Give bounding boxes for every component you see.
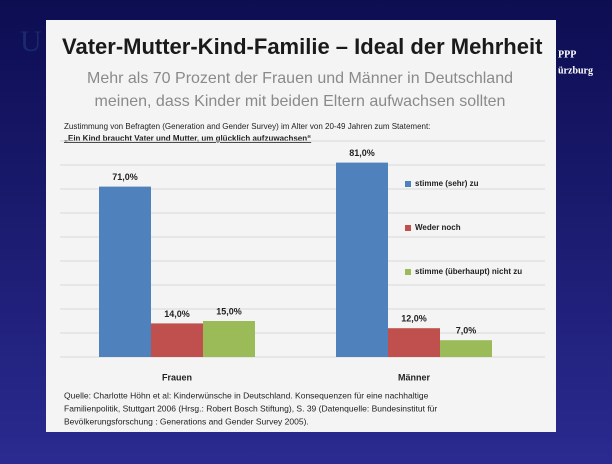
- value-label: 71,0%: [112, 172, 138, 182]
- value-label: 7,0%: [456, 326, 477, 336]
- legend-swatch: [405, 181, 411, 187]
- subtitle: meinen, dass Kinder mit beiden Eltern au…: [95, 93, 506, 110]
- bar: [336, 162, 388, 357]
- value-label: 15,0%: [216, 306, 242, 316]
- bar: [99, 186, 151, 357]
- bar: [440, 340, 492, 357]
- legend-swatch: [405, 225, 411, 231]
- note: Zustimmung von Befragten (Generation and…: [64, 122, 430, 131]
- legend-label: Weder noch: [415, 223, 461, 232]
- bar: [151, 323, 203, 357]
- source: Familienpolitik, Stuttgart 2006 (Hrsg.: …: [64, 403, 437, 413]
- logo-right: ürzburg: [558, 65, 593, 76]
- x-tick-label: Männer: [398, 372, 431, 382]
- bar: [203, 321, 255, 357]
- legend-label: stimme (sehr) zu: [415, 179, 479, 188]
- value-label: 81,0%: [349, 148, 375, 158]
- subtitle: Mehr als 70 Prozent der Frauen und Männe…: [87, 70, 513, 87]
- legend-label: stimme (überhaupt) nicht zu: [415, 267, 522, 276]
- logo-right: PPP: [558, 49, 576, 60]
- logo-left: U: [20, 25, 42, 58]
- value-label: 14,0%: [164, 309, 190, 319]
- source: Bevölkerungsforschung : Generations and …: [64, 416, 309, 426]
- slide-title: Vater-Mutter-Kind-Familie – Ideal der Me…: [62, 34, 543, 59]
- legend-swatch: [405, 269, 411, 275]
- x-tick-label: Frauen: [162, 372, 192, 382]
- source: Quelle: Charlotte Höhn et al: Kinderwüns…: [64, 390, 429, 400]
- statement: „Ein Kind braucht Vater und Mutter, um g…: [64, 134, 311, 143]
- value-label: 12,0%: [401, 314, 427, 324]
- bar: [388, 328, 440, 357]
